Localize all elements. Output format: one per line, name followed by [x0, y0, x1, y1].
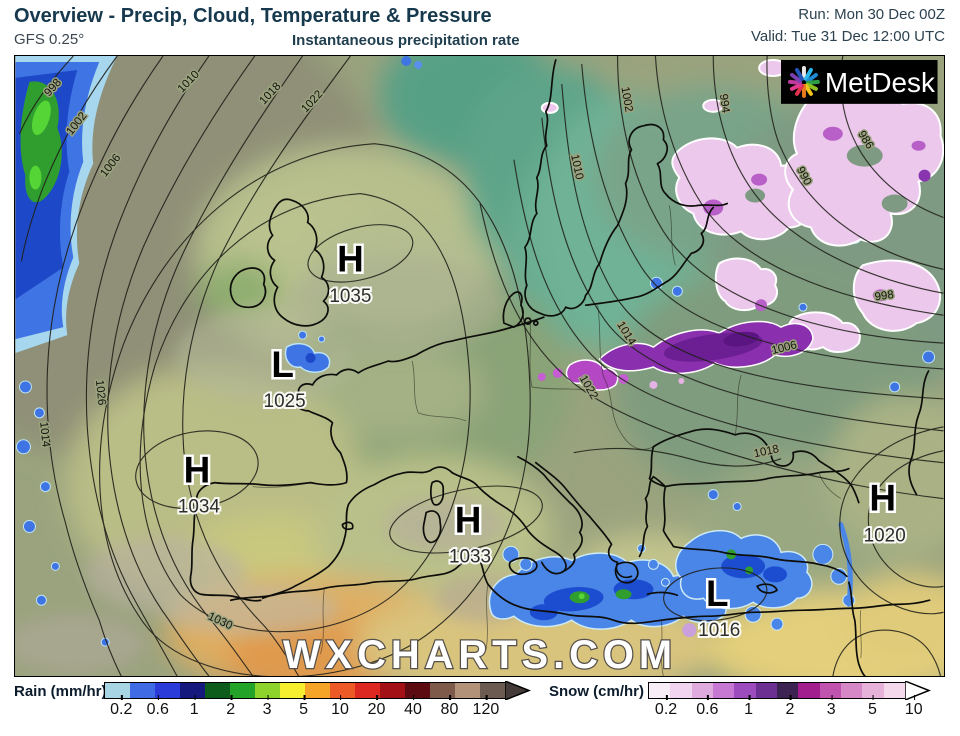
snow-overlay	[537, 58, 944, 391]
colorbar-segment	[130, 683, 155, 698]
watermark: WXCHARTS.COM	[283, 633, 677, 676]
colorbar-tick-label: 0.2	[110, 695, 133, 718]
colorbar-tick-label: 2	[226, 695, 236, 718]
colorbar-segment	[691, 683, 713, 698]
colorbar-tick-label: 120	[472, 695, 500, 718]
pressure-center-value: 1033	[449, 546, 491, 567]
rain-legend-label: Rain (mm/hr)	[14, 683, 107, 700]
valid-time: Valid: Tue 31 Dec 12:00 UTC	[751, 28, 945, 45]
pressure-center-value: 1016	[698, 620, 740, 641]
header: Overview - Precip, Cloud, Temperature & …	[0, 0, 960, 55]
colorbar-tick-label: 3	[826, 695, 836, 718]
legend-footer: Rain (mm/hr) 0.2 0.6 1 2 3 5 10 20 40 80 120 Snow …	[0, 677, 960, 736]
isobar-label: 994	[717, 93, 732, 114]
colorbar-tick-label: 0.6	[146, 695, 169, 718]
colorbar-segment	[430, 683, 455, 698]
colorbar-segment	[205, 683, 230, 698]
pressure-center-letter: L	[271, 344, 294, 385]
pressure-center-letter: H	[869, 478, 896, 519]
colorbar-segment	[180, 683, 205, 698]
parameter-subtitle: Instantaneous precipitation rate	[292, 32, 520, 49]
isobar-lines	[18, 56, 944, 676]
colorbar-segment	[862, 683, 884, 698]
metdesk-logo: MetDesk	[781, 59, 938, 104]
colorbar-segment	[380, 683, 405, 698]
colorbar-segment	[405, 683, 430, 698]
snow-colorbar-arrow	[905, 681, 931, 700]
pressure-centers: H 1035 L 1025 H 1034 H 1033 L 1016 H 102…	[176, 236, 908, 643]
colorbar-tick-label: 5	[868, 695, 877, 718]
pressure-center-letter: H	[455, 499, 482, 540]
page-title: Overview - Precip, Cloud, Temperature & …	[14, 5, 492, 27]
colorbar-segment	[105, 683, 130, 698]
colorbar-segment	[455, 683, 480, 698]
colorbar-tick-label: 40	[404, 695, 422, 718]
weather-map: 998 1002 1006 1010 1018 1022 1014 1026 1…	[14, 55, 945, 677]
isobar-label: 1018	[753, 443, 780, 460]
weather-map-svg: 998 1002 1006 1010 1018 1022 1014 1026 1…	[15, 56, 944, 676]
pressure-center-value: 1025	[264, 391, 306, 412]
snow-ticks: 0.2 0.6 1 2 3 5 10	[648, 695, 923, 725]
pressure-center-value: 1035	[329, 286, 371, 307]
colorbar-tick-label: 0.6	[696, 695, 719, 718]
snow-legend-label: Snow (cm/hr)	[549, 683, 645, 700]
colorbar-segment	[649, 683, 671, 698]
cloud-shading	[15, 255, 534, 674]
colorbar-tick-label: 1	[744, 695, 754, 718]
colorbar-segment	[798, 683, 820, 698]
logo-text: MetDesk	[825, 67, 935, 98]
pressure-center-letter: L	[706, 573, 729, 614]
colorbar-segment	[883, 683, 905, 698]
colorbar-tick-label: 80	[440, 695, 459, 718]
colorbar-segment	[755, 683, 777, 698]
colorbar-segment	[255, 683, 280, 698]
model-label: GFS 0.25°	[14, 31, 85, 48]
colorbar-segment	[670, 683, 692, 698]
rain-colorbar-arrow	[505, 681, 531, 700]
temperature-shading	[15, 56, 944, 676]
coastlines	[189, 59, 931, 676]
colorbar-tick-label: 5	[299, 695, 309, 718]
colorbar-segment	[712, 683, 735, 698]
metdesk-pinwheel-icon	[788, 65, 820, 98]
country-borders	[252, 205, 862, 676]
isobar-label: 1014	[37, 421, 52, 448]
colorbar-tick-label: 20	[367, 695, 386, 718]
colorbar-segment	[305, 683, 330, 698]
run-valid-info: Run: Mon 30 Dec 00Z Valid: Tue 31 Dec 12…	[751, 4, 945, 48]
colorbar-tick-label: 2	[785, 695, 795, 718]
colorbar-segment	[776, 683, 799, 698]
colorbar-segment	[819, 683, 841, 698]
colorbar-tick-label: 10	[331, 695, 349, 718]
colorbar-tick-label: 3	[262, 695, 272, 718]
snow-colorbar	[648, 682, 906, 699]
colorbar-segment	[330, 683, 355, 698]
colorbar-segment	[155, 683, 180, 698]
pressure-center-letter: H	[337, 238, 364, 279]
colorbar-segment	[355, 683, 380, 698]
isobar-label: 1026	[93, 379, 108, 406]
isobar-label: 998	[874, 289, 895, 304]
run-time: Run: Mon 30 Dec 00Z	[798, 6, 945, 23]
colorbar-segment	[734, 683, 756, 698]
pressure-center-letter: H	[184, 450, 211, 491]
rain-ticks: 0.2 0.6 1 2 3 5 10 20 40 80 120	[104, 695, 506, 725]
colorbar-segment	[230, 683, 255, 698]
colorbar-segment	[840, 683, 863, 698]
colorbar-tick-label: 1	[189, 695, 199, 718]
colorbar-segment	[280, 683, 305, 698]
pressure-center-value: 1034	[178, 497, 220, 518]
pressure-center-value: 1020	[864, 525, 906, 546]
colorbar-tick-label: 0.2	[654, 695, 678, 718]
colorbar-segment	[480, 683, 505, 698]
colorbar-tick-label: 10	[904, 695, 923, 718]
